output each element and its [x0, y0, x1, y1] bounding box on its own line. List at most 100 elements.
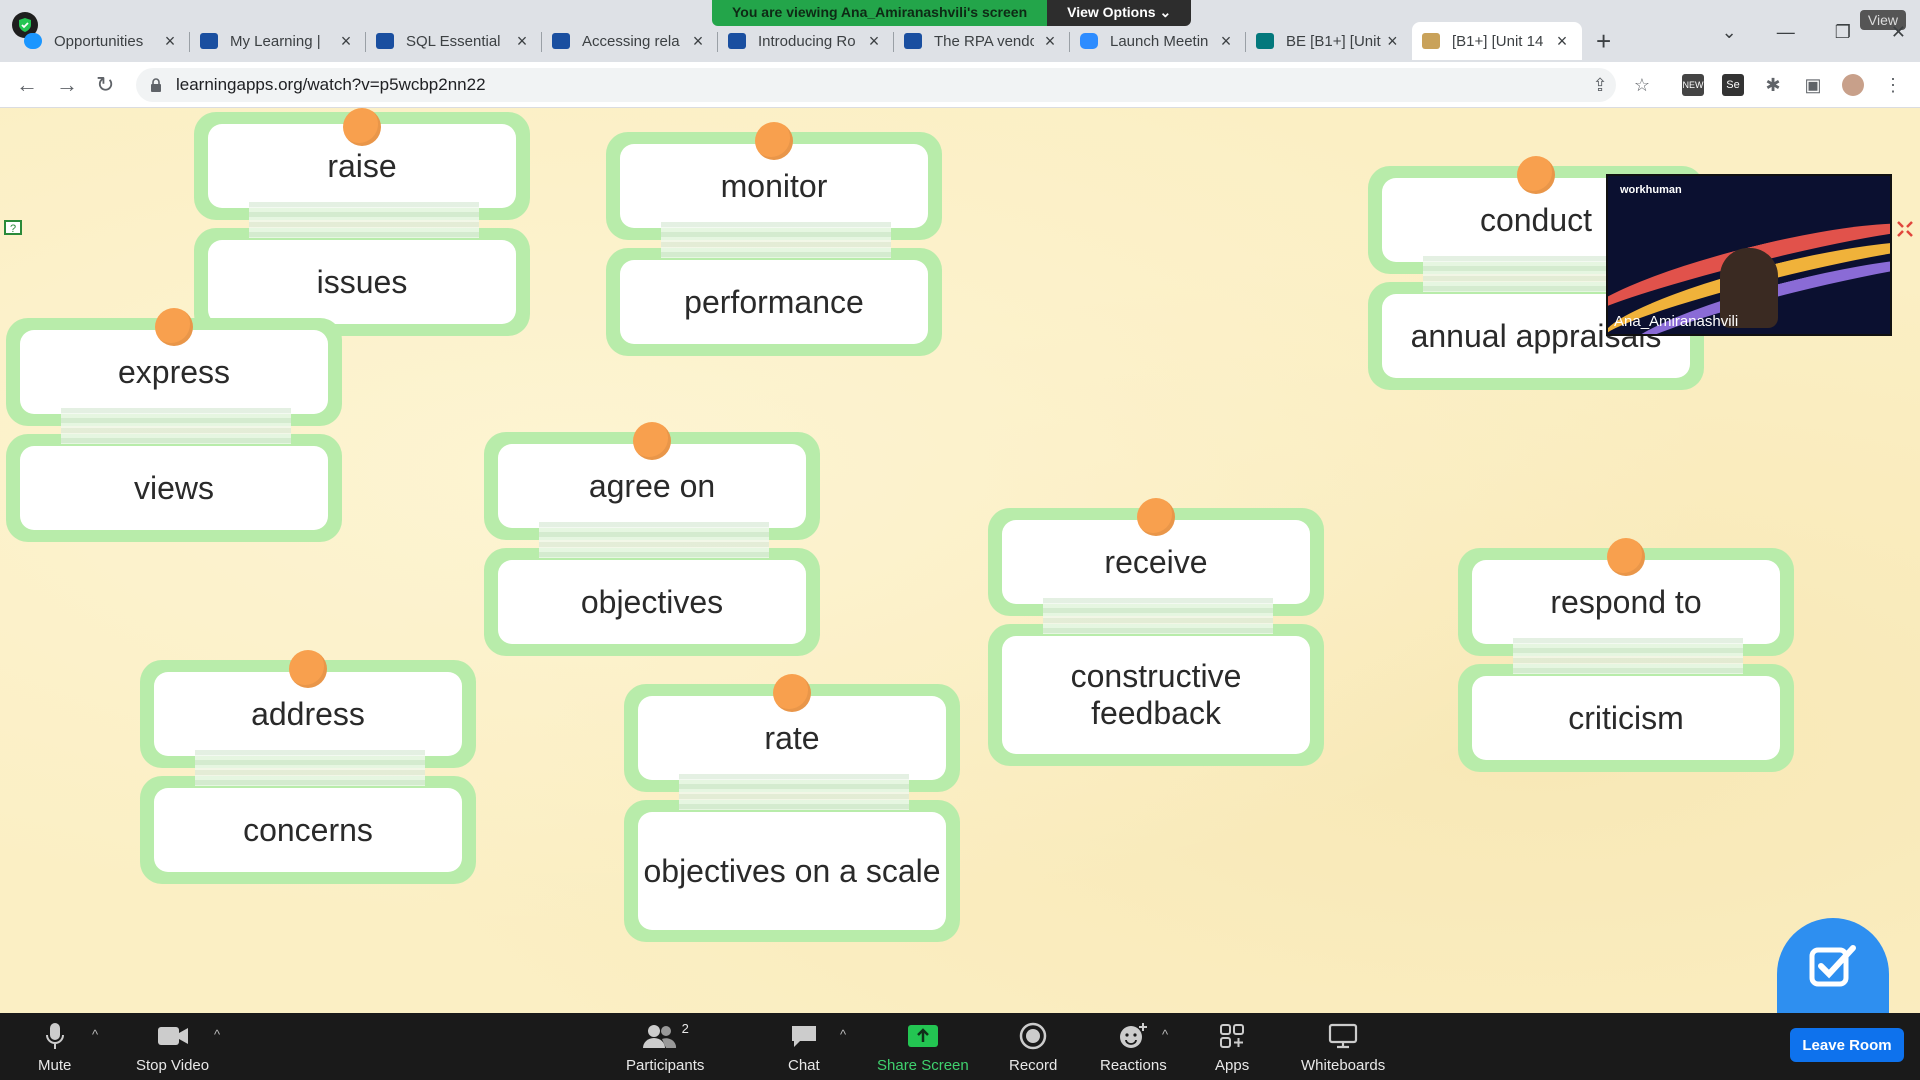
- close-tab-icon[interactable]: ×: [1387, 30, 1398, 51]
- book-icon: [376, 33, 394, 49]
- screen-share-banner: You are viewing Ana_Amiranashvili's scre…: [712, 0, 1192, 26]
- word-card[interactable]: objectives: [484, 548, 820, 656]
- video-options-caret-icon[interactable]: ^: [214, 1027, 221, 1042]
- pin-icon[interactable]: [1517, 156, 1555, 194]
- browser-tab[interactable]: The RPA vendo ×: [894, 22, 1070, 60]
- url-text: learningapps.org/watch?v=p5wcbp2nn22: [176, 75, 486, 94]
- puzzle-icon[interactable]: ✱: [1765, 74, 1781, 95]
- tab-title: Introducing Ro: [758, 32, 856, 50]
- close-tab-icon[interactable]: ×: [164, 30, 176, 51]
- microphone-icon: [45, 1021, 65, 1051]
- close-window-icon[interactable]: ✕: [1890, 22, 1906, 42]
- word-card[interactable]: objectives on a scale: [624, 800, 960, 942]
- browser-tab[interactable]: Opportunities ×: [14, 22, 190, 60]
- sidepanel-icon[interactable]: ▣: [1804, 74, 1822, 95]
- leave-room-label: Leave Room: [1802, 1036, 1892, 1054]
- word-card-text: objectives: [498, 560, 806, 644]
- menu-dots-icon[interactable]: ⋮: [1884, 74, 1902, 95]
- word-card[interactable]: criticism: [1458, 664, 1794, 772]
- word-card-text: performance: [620, 260, 928, 344]
- close-tab-icon[interactable]: ×: [692, 30, 704, 51]
- close-tab-icon[interactable]: ×: [868, 30, 880, 51]
- participants-button[interactable]: 2 Participants: [626, 1021, 704, 1074]
- minimize-icon[interactable]: —: [1776, 22, 1795, 42]
- share-icon[interactable]: ⇪: [1592, 74, 1608, 95]
- tab-title: Opportunities: [54, 32, 144, 50]
- pin-icon[interactable]: [155, 308, 193, 346]
- zoom-security-shield-icon[interactable]: [12, 12, 38, 38]
- participant-video-feed: [1720, 248, 1778, 328]
- tab-title: Accessing rela: [582, 32, 680, 50]
- pin-icon[interactable]: [289, 650, 327, 688]
- stop-video-label: Stop Video: [136, 1057, 210, 1074]
- record-icon: [1019, 1021, 1047, 1051]
- new-tab-plus-icon[interactable]: +: [1596, 26, 1612, 56]
- participant-video-tile[interactable]: workhuman Ana_Amiranashvili: [1606, 174, 1892, 336]
- pin-icon[interactable]: [343, 108, 381, 146]
- browser-tab-bar: You are viewing Ana_Amiranashvili's scre…: [0, 0, 1920, 62]
- window-controls: ⌄ — ❐ ✕: [1722, 22, 1920, 43]
- reactions-button[interactable]: Reactions: [1100, 1021, 1167, 1074]
- tape-connector: [249, 202, 479, 238]
- browser-tab[interactable]: Introducing Ro ×: [718, 22, 894, 60]
- fullscreen-icon[interactable]: [1896, 220, 1914, 238]
- pin-icon[interactable]: [1137, 498, 1175, 536]
- chat-options-caret-icon[interactable]: ^: [840, 1027, 847, 1042]
- browser-tab[interactable]: Launch Meetin ×: [1070, 22, 1246, 60]
- browser-tab[interactable]: BE [B1+] [Unit ×: [1246, 22, 1412, 60]
- browser-address-bar: ← → ↻ learningapps.org/watch?v=p5wcbp2nn…: [0, 62, 1920, 108]
- tape-connector: [1513, 638, 1743, 674]
- star-icon[interactable]: ☆: [1633, 74, 1651, 95]
- audio-options-caret-icon[interactable]: ^: [92, 1027, 99, 1042]
- browser-tab[interactable]: Accessing rela ×: [542, 22, 718, 60]
- tape-connector: [1043, 598, 1273, 634]
- back-arrow-icon[interactable]: ←: [16, 72, 38, 97]
- word-card[interactable]: issues: [194, 228, 530, 336]
- close-tab-icon[interactable]: ×: [1044, 30, 1056, 51]
- record-button[interactable]: Record: [1009, 1021, 1057, 1074]
- whiteboards-button[interactable]: Whiteboards: [1301, 1021, 1385, 1074]
- reactions-caret-icon[interactable]: ^: [1162, 1027, 1169, 1042]
- tape-connector: [195, 750, 425, 786]
- browser-tab[interactable]: My Learning | ×: [190, 22, 366, 60]
- word-card-text: issues: [208, 240, 516, 324]
- profile-avatar[interactable]: [1842, 74, 1864, 96]
- apps-button[interactable]: Apps: [1215, 1021, 1249, 1074]
- forward-arrow-icon[interactable]: →: [56, 72, 78, 97]
- pin-icon[interactable]: [773, 674, 811, 712]
- word-card[interactable]: concerns: [140, 776, 476, 884]
- tab-title: SQL Essential: [406, 32, 501, 50]
- hint-icon[interactable]: ?: [4, 218, 24, 238]
- browser-tab-active[interactable]: [B1+] [Unit 14 ×: [1412, 22, 1582, 60]
- word-card[interactable]: constructive feedback: [988, 624, 1324, 766]
- share-screen-button[interactable]: Share Screen: [877, 1021, 969, 1074]
- chat-button[interactable]: Chat: [788, 1021, 820, 1074]
- close-tab-icon[interactable]: ×: [340, 30, 352, 51]
- url-field[interactable]: learningapps.org/watch?v=p5wcbp2nn22: [136, 68, 1616, 102]
- restore-icon[interactable]: ❐: [1834, 22, 1851, 42]
- reload-icon[interactable]: ↻: [96, 72, 115, 97]
- tab-title: My Learning |: [230, 32, 321, 50]
- pin-icon[interactable]: [633, 422, 671, 460]
- browser-tab[interactable]: SQL Essential ×: [366, 22, 542, 60]
- tab-title: The RPA vendo: [934, 32, 1034, 50]
- view-button[interactable]: View: [1859, 10, 1906, 30]
- leave-room-button[interactable]: Leave Room: [1790, 1028, 1904, 1062]
- pin-icon[interactable]: [755, 122, 793, 160]
- stop-video-button[interactable]: Stop Video: [136, 1021, 209, 1074]
- close-tab-icon[interactable]: ×: [1220, 30, 1232, 51]
- reactions-label: Reactions: [1100, 1057, 1167, 1074]
- se-extension-icon[interactable]: Se: [1722, 74, 1744, 96]
- check-answers-button[interactable]: [1777, 918, 1889, 1018]
- pin-icon[interactable]: [1607, 538, 1645, 576]
- tab-search-chevron-icon[interactable]: ⌄: [1721, 22, 1737, 42]
- mute-button[interactable]: Mute: [38, 1021, 71, 1074]
- word-card[interactable]: performance: [606, 248, 942, 356]
- word-card-text: views: [20, 446, 328, 530]
- view-options-button[interactable]: View Options ⌄: [1047, 0, 1192, 26]
- close-tab-icon[interactable]: ×: [516, 30, 528, 51]
- new-extension-icon[interactable]: NEW: [1682, 74, 1704, 96]
- close-tab-icon[interactable]: ×: [1556, 30, 1568, 51]
- word-card[interactable]: views: [6, 434, 342, 542]
- book-icon: [728, 33, 746, 49]
